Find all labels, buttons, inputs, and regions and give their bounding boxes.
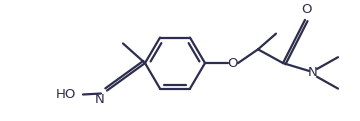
Text: N: N [308, 66, 318, 79]
Text: HO: HO [56, 88, 76, 101]
Text: O: O [228, 57, 238, 70]
Text: O: O [302, 3, 312, 16]
Text: N: N [94, 93, 104, 106]
